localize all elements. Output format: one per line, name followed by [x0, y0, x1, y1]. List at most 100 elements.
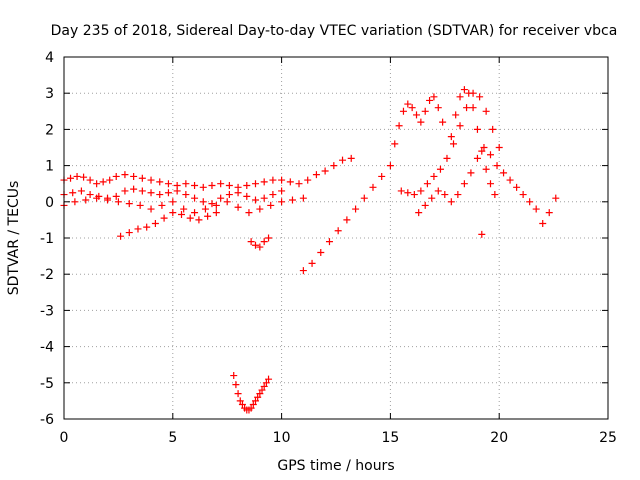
data-point-arc-1: [112, 172, 120, 180]
data-point-arc-2: [69, 189, 77, 197]
data-point-arc-3: [180, 205, 188, 213]
data-point-arc-7: [352, 205, 360, 213]
data-point-arc-8: [404, 100, 412, 108]
data-point-arc-1: [130, 172, 138, 180]
data-point-arc-3: [288, 196, 296, 204]
data-point-arc-1: [269, 176, 277, 184]
data-point-arc-1: [121, 171, 129, 179]
y-tick-label: -1: [40, 231, 54, 247]
data-point-arc-1: [347, 154, 355, 162]
data-point-arc-2: [138, 187, 146, 195]
data-point-arc-2: [260, 194, 268, 202]
data-point-arc-2: [278, 187, 286, 195]
data-point-arc-1: [182, 180, 190, 188]
data-point-arc-11: [460, 86, 468, 94]
data-point-arc-1: [217, 180, 225, 188]
data-point-arc-10: [500, 169, 508, 177]
data-point-arc-11: [465, 89, 473, 97]
data-point-arc-6: [234, 390, 242, 398]
data-point-arc-8: [417, 118, 425, 126]
data-point-arc-2: [147, 189, 155, 197]
data-point-arc-10: [539, 220, 547, 228]
data-point-arc-6: [265, 375, 273, 383]
data-point-arc-8: [413, 111, 421, 119]
y-tick-label: -4: [40, 340, 54, 356]
y-tick-label: 0: [45, 195, 54, 211]
data-point-arc-6: [247, 404, 255, 412]
data-point-arc-1: [304, 176, 312, 184]
data-point-arc-2: [130, 185, 138, 193]
data-point-arc-9: [436, 165, 444, 173]
data-point-arc-7: [360, 194, 368, 202]
data-point-arc-10: [480, 144, 488, 151]
data-point-arc-7: [299, 267, 307, 275]
data-point-arc-4: [143, 223, 151, 231]
data-point-arc-10: [545, 209, 553, 217]
y-tick-label: 4: [45, 50, 54, 66]
data-point-arc-6: [254, 393, 262, 401]
data-point-arc-8: [426, 96, 434, 104]
x-axis-ticks: 0 5 10 15 20 25: [60, 57, 617, 446]
data-point-arc-9: [482, 107, 490, 115]
data-point-arc-1: [243, 182, 251, 190]
x-axis-label: GPS time / hours: [277, 458, 394, 474]
data-point-arc-11: [469, 104, 477, 112]
data-point-arc-3: [256, 205, 264, 213]
data-point-arc-8: [430, 93, 438, 101]
y-tick-label: 1: [45, 159, 54, 175]
data-point-arc-4: [186, 214, 194, 222]
data-point-arc-1: [330, 162, 338, 170]
x-tick-label: 5: [168, 430, 177, 446]
data-point-arc-10: [526, 198, 534, 206]
data-point-arc-9: [430, 172, 438, 180]
data-point-arc-7: [386, 162, 394, 170]
data-point-arc-3: [234, 203, 242, 211]
x-tick-label: 0: [60, 430, 69, 446]
data-point-arc-10: [513, 183, 521, 191]
data-point-arc-3: [223, 198, 231, 206]
data-point-arc-11: [456, 93, 464, 101]
data-point-arc-6: [232, 381, 240, 389]
data-point-arc-1: [208, 182, 216, 190]
data-point-arc-3: [114, 198, 122, 206]
grid: [64, 57, 608, 419]
data-point-arc-3: [71, 198, 79, 206]
data-point-arc-1: [106, 176, 114, 184]
data-point-arc-6: [256, 390, 264, 398]
data-point-arc-9: [423, 180, 431, 188]
data-point-arc-4: [160, 214, 168, 222]
data-point-arc-2: [269, 191, 277, 199]
data-point-arc-1: [156, 178, 164, 186]
data-point-arc-4: [117, 232, 125, 240]
data-point-arc-4: [169, 209, 177, 217]
data-point-arc-11: [491, 191, 499, 199]
data-point-arc-2: [243, 192, 251, 200]
data-point-arc-10: [428, 194, 436, 202]
data-point-arc-9: [443, 154, 451, 162]
data-point-arc-10: [460, 180, 468, 188]
data-point-arc-1: [312, 171, 320, 179]
data-point-arc-10: [532, 205, 540, 213]
data-point-arc-6: [262, 379, 270, 387]
y-tick-label: -2: [40, 267, 54, 283]
data-point-arc-4: [212, 209, 220, 217]
data-point-arc-3: [267, 201, 275, 209]
y-tick-label: 3: [45, 86, 54, 102]
data-point-arc-9: [404, 189, 412, 197]
y-tick-label: -3: [40, 303, 54, 319]
data-point-arc-9: [489, 125, 497, 133]
data-point-arc-10: [519, 191, 527, 199]
y-axis-label: SDTVAR / TECUs: [6, 181, 22, 296]
data-point-arc-8: [399, 107, 407, 115]
data-point-arc-8: [421, 107, 429, 115]
data-point-arc-8: [439, 118, 447, 126]
data-point-arc-9: [397, 187, 405, 195]
data-point-arc-10: [447, 198, 455, 206]
data-point-arc-9: [410, 191, 418, 199]
data-point-arc-10: [454, 191, 462, 199]
data-point-arc-2: [199, 198, 207, 206]
data-point-arc-11: [478, 147, 486, 155]
data-point-arc-2: [225, 191, 233, 199]
data-point-arc-10: [506, 176, 514, 184]
data-point-arc-1: [86, 176, 94, 184]
